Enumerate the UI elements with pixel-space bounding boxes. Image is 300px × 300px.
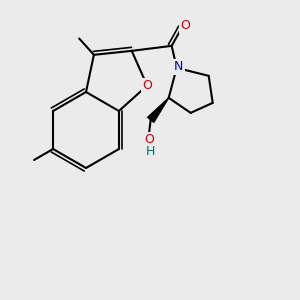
Text: O: O <box>180 20 190 32</box>
Polygon shape <box>148 98 169 122</box>
Text: N: N <box>174 60 183 74</box>
Text: H: H <box>146 146 155 158</box>
Text: O: O <box>142 79 152 92</box>
Text: O: O <box>144 134 154 146</box>
